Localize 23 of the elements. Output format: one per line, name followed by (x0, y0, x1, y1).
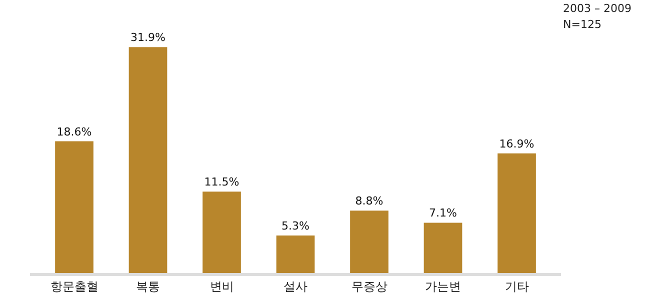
text: 2003 – 2009 (563, 2, 632, 15)
bar (424, 222, 462, 273)
x-tick-label: 항문출혈 (50, 279, 98, 294)
x-tick-label: 복통 (136, 279, 160, 294)
data-label: 16.9% (499, 137, 534, 150)
bar (55, 141, 94, 273)
data-label: 7.1% (429, 206, 457, 220)
x-tick-label: 무증상 (351, 279, 388, 294)
x-tick-label: 가는변 (425, 279, 461, 294)
text: N=125 (563, 18, 602, 31)
data-label: 5.3% (282, 219, 310, 232)
bar (350, 210, 388, 273)
bar (128, 47, 168, 273)
bar (498, 153, 536, 273)
bar (202, 192, 241, 273)
x-tick-label: 변비 (210, 279, 234, 294)
data-label: 31.9% (130, 31, 166, 44)
bar (276, 235, 315, 273)
x-tick-label: 기타 (504, 279, 529, 294)
data-label: 18.6% (56, 125, 92, 138)
data-label: 11.5% (204, 176, 240, 189)
x-tick-label: 설사 (284, 279, 308, 294)
data-label: 8.8% (355, 194, 384, 208)
